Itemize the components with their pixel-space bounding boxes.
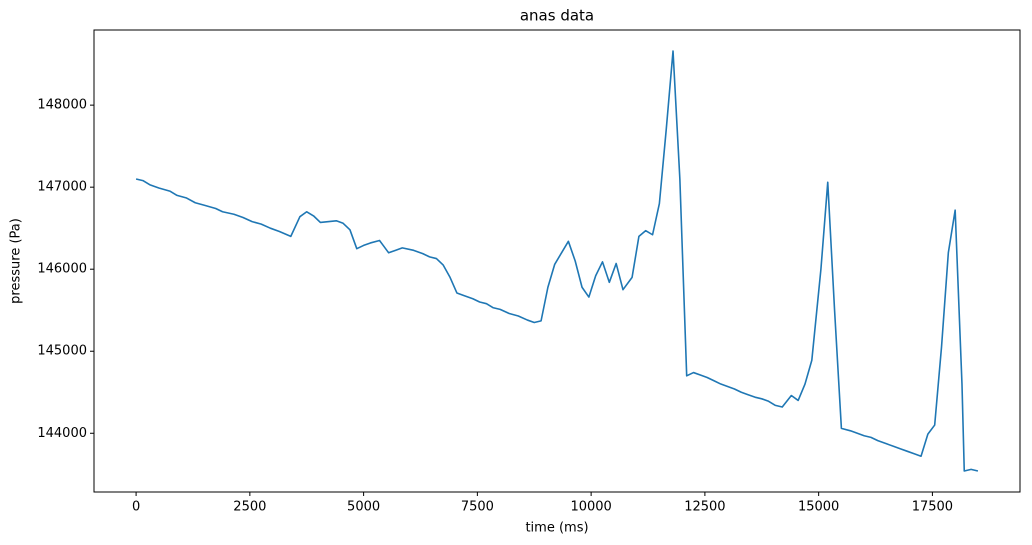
x-axis-label: time (ms) [525, 521, 588, 536]
x-tick-label: 17500 [912, 500, 953, 515]
chart-title: anas data [520, 7, 594, 25]
data-line [135, 50, 979, 472]
y-tick-label: 145000 [37, 344, 87, 359]
x-tick-label: 5000 [347, 500, 380, 515]
y-tick-label: 144000 [37, 426, 87, 441]
x-tick-label: 10000 [570, 500, 611, 515]
x-tick-label: 2500 [233, 500, 266, 515]
y-axis-label: pressure (Pa) [9, 218, 24, 304]
x-tick-label: 15000 [798, 500, 839, 515]
x-tick-label: 0 [132, 500, 140, 515]
x-tick-label: 12500 [684, 500, 725, 515]
plot-frame [93, 29, 1021, 493]
x-tick-label: 7500 [461, 500, 494, 515]
y-tick-label: 146000 [37, 262, 87, 277]
y-tick-label: 148000 [37, 98, 87, 113]
y-tick-label: 147000 [37, 180, 87, 195]
